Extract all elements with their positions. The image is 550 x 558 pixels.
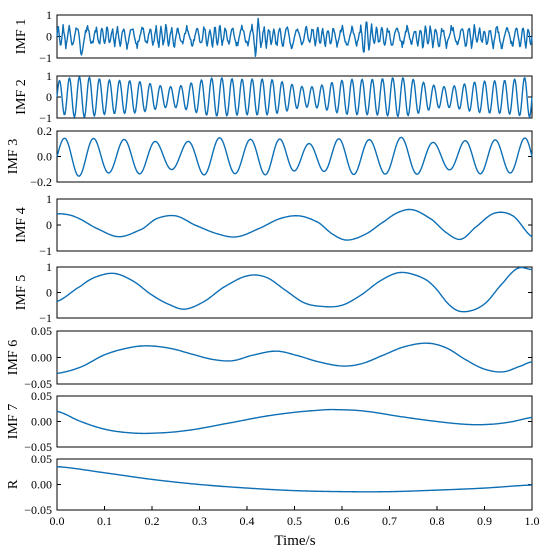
x-tick-label: 0.1 bbox=[97, 514, 112, 528]
y-tick-label: 0 bbox=[46, 286, 52, 300]
y-tick-label: 0.05 bbox=[31, 389, 52, 403]
y-tick-label: −1 bbox=[39, 51, 52, 65]
panels: 1 0 −1 IMF 1 1 0 −1 IMF 2 0.2 0.0 −0.2 IMF 3 1 0 −1 IMF… bbox=[6, 8, 533, 517]
x-axis: 0.0 0.1 0.2 0.3 0.4 0.5 0.6 0.7 0.8 0.9 1.0 bbox=[50, 506, 540, 528]
y-axis-label: IMF 6 bbox=[6, 340, 21, 375]
y-tick-label: −1 bbox=[39, 244, 52, 258]
x-tick-label: 0.2 bbox=[145, 514, 160, 528]
series-line-imf-4 bbox=[56, 208, 533, 241]
y-tick-label: 1 bbox=[46, 192, 52, 206]
y-tick-label: 0.05 bbox=[31, 452, 52, 466]
panel-frame bbox=[56, 395, 533, 448]
y-tick-label: −1 bbox=[39, 111, 52, 125]
y-tick-label: 1 bbox=[46, 69, 52, 83]
y-tick-label: 0 bbox=[46, 30, 52, 44]
x-tick-label: 0.3 bbox=[192, 514, 207, 528]
panel-imf-2: 1 0 −1 IMF 2 bbox=[14, 69, 533, 125]
y-axis-label: IMF 1 bbox=[14, 19, 29, 54]
y-axis-label: IMF 2 bbox=[14, 79, 29, 114]
x-axis-label: Time/s bbox=[274, 533, 315, 549]
panel-frame bbox=[56, 130, 533, 183]
panel-imf-4: 1 0 −1 IMF 4 bbox=[14, 192, 533, 258]
panel-frame bbox=[56, 458, 533, 511]
series-line-imf-5 bbox=[56, 266, 533, 313]
series-line-imf-1 bbox=[56, 17, 533, 57]
x-tick-label: 0.0 bbox=[50, 514, 65, 528]
y-tick-label: 1 bbox=[46, 8, 52, 22]
y-tick-label: −0.05 bbox=[24, 503, 52, 517]
y-axis-label: IMF 4 bbox=[14, 207, 29, 242]
y-tick-label: 0.2 bbox=[37, 124, 52, 138]
x-tick-label: 0.4 bbox=[240, 514, 255, 528]
y-axis-label: IMF 7 bbox=[6, 404, 21, 439]
panel-frame bbox=[56, 266, 533, 319]
y-tick-label: −0.2 bbox=[30, 175, 52, 189]
x-tick-label: 0.9 bbox=[477, 514, 492, 528]
y-tick-label: 0.00 bbox=[31, 351, 52, 365]
y-tick-label: 0.05 bbox=[31, 324, 52, 338]
y-tick-label: 0 bbox=[46, 218, 52, 232]
y-tick-label: 1 bbox=[46, 260, 52, 274]
panel-imf-5: 1 0 −1 IMF 5 bbox=[14, 260, 533, 325]
series-line-r bbox=[56, 465, 533, 493]
series-line-imf-6 bbox=[56, 342, 533, 375]
y-axis-label: R bbox=[6, 479, 21, 489]
series-line-imf-3 bbox=[56, 136, 533, 177]
series-line-imf-2 bbox=[56, 76, 533, 118]
panel-imf-1: 1 0 −1 IMF 1 bbox=[14, 8, 533, 65]
y-axis-label: IMF 3 bbox=[6, 139, 21, 174]
x-tick-label: 0.5 bbox=[287, 514, 302, 528]
x-tick-label: 0.8 bbox=[430, 514, 445, 528]
panel-r: 0.05 0.00 −0.05 R bbox=[6, 452, 533, 517]
y-tick-label: 0.0 bbox=[37, 150, 52, 164]
panel-imf-3: 0.2 0.0 −0.2 IMF 3 bbox=[6, 124, 533, 189]
y-tick-label: 0.00 bbox=[31, 415, 52, 429]
y-tick-label: −0.05 bbox=[24, 440, 52, 454]
series-line-imf-7 bbox=[56, 408, 533, 435]
y-tick-label: 0 bbox=[46, 90, 52, 104]
y-tick-label: −1 bbox=[39, 311, 52, 325]
x-tick-label: 0.7 bbox=[382, 514, 397, 528]
x-tick-label: 1.0 bbox=[525, 514, 540, 528]
y-axis-label: IMF 5 bbox=[14, 275, 29, 310]
y-tick-label: 0.00 bbox=[31, 478, 52, 492]
x-tick-label: 0.6 bbox=[335, 514, 350, 528]
y-tick-label: −0.05 bbox=[24, 377, 52, 391]
panel-frame bbox=[56, 198, 533, 252]
